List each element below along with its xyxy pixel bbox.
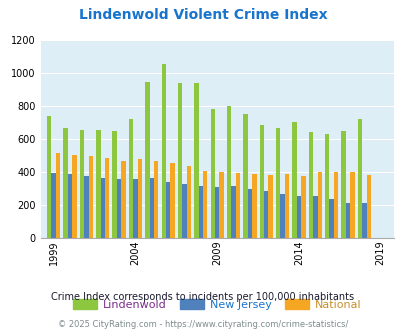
Bar (194, 83, 198, 238)
Bar (133, 179, 137, 238)
Bar (226, 106, 231, 238)
Bar (357, 119, 361, 238)
Bar (219, 172, 223, 238)
Bar (210, 109, 215, 238)
Bar (252, 174, 256, 238)
Bar (170, 163, 174, 238)
Bar (231, 186, 235, 238)
Bar (301, 176, 305, 238)
Bar (350, 172, 354, 238)
Bar (166, 182, 170, 238)
Bar (263, 190, 268, 238)
Bar (51, 173, 56, 238)
Bar (259, 124, 263, 238)
Bar (312, 196, 317, 238)
Bar (366, 175, 370, 238)
Text: © 2025 CityRating.com - https://www.cityrating.com/crime-statistics/: © 2025 CityRating.com - https://www.city… (58, 320, 347, 329)
Bar (182, 184, 186, 238)
Bar (161, 64, 166, 238)
Bar (177, 83, 182, 238)
Legend: Lindenwold, New Jersey, National: Lindenwold, New Jersey, National (72, 299, 361, 310)
Bar (153, 161, 158, 238)
Bar (79, 130, 84, 238)
Bar (361, 203, 366, 238)
Bar (68, 174, 72, 238)
Bar (117, 179, 121, 238)
Bar (145, 82, 149, 238)
Bar (56, 153, 60, 238)
Text: Lindenwold Violent Crime Index: Lindenwold Violent Crime Index (79, 8, 326, 22)
Bar (104, 158, 109, 238)
Text: Crime Index corresponds to incidents per 100,000 inhabitants: Crime Index corresponds to incidents per… (51, 292, 354, 302)
Bar (308, 132, 312, 238)
Bar (235, 173, 240, 238)
Bar (88, 156, 93, 238)
Bar (47, 116, 51, 238)
Bar (324, 135, 329, 238)
Bar (63, 128, 68, 238)
Bar (186, 166, 191, 238)
Bar (341, 131, 345, 238)
Bar (96, 130, 100, 238)
Bar (284, 174, 288, 238)
Bar (198, 186, 202, 238)
Bar (292, 122, 296, 238)
Bar (268, 175, 272, 238)
Bar (296, 195, 301, 238)
Bar (202, 171, 207, 238)
Bar (137, 159, 142, 238)
Bar (100, 178, 104, 238)
Bar (247, 189, 252, 238)
Bar (72, 155, 77, 238)
Bar (333, 172, 337, 238)
Bar (280, 194, 284, 238)
Bar (275, 128, 280, 238)
Bar (128, 119, 133, 238)
Bar (345, 203, 350, 238)
Bar (84, 176, 88, 238)
Bar (329, 199, 333, 238)
Bar (317, 172, 321, 238)
Bar (243, 114, 247, 238)
Bar (149, 178, 153, 238)
Bar (215, 187, 219, 238)
Bar (121, 161, 126, 238)
Bar (112, 131, 117, 238)
